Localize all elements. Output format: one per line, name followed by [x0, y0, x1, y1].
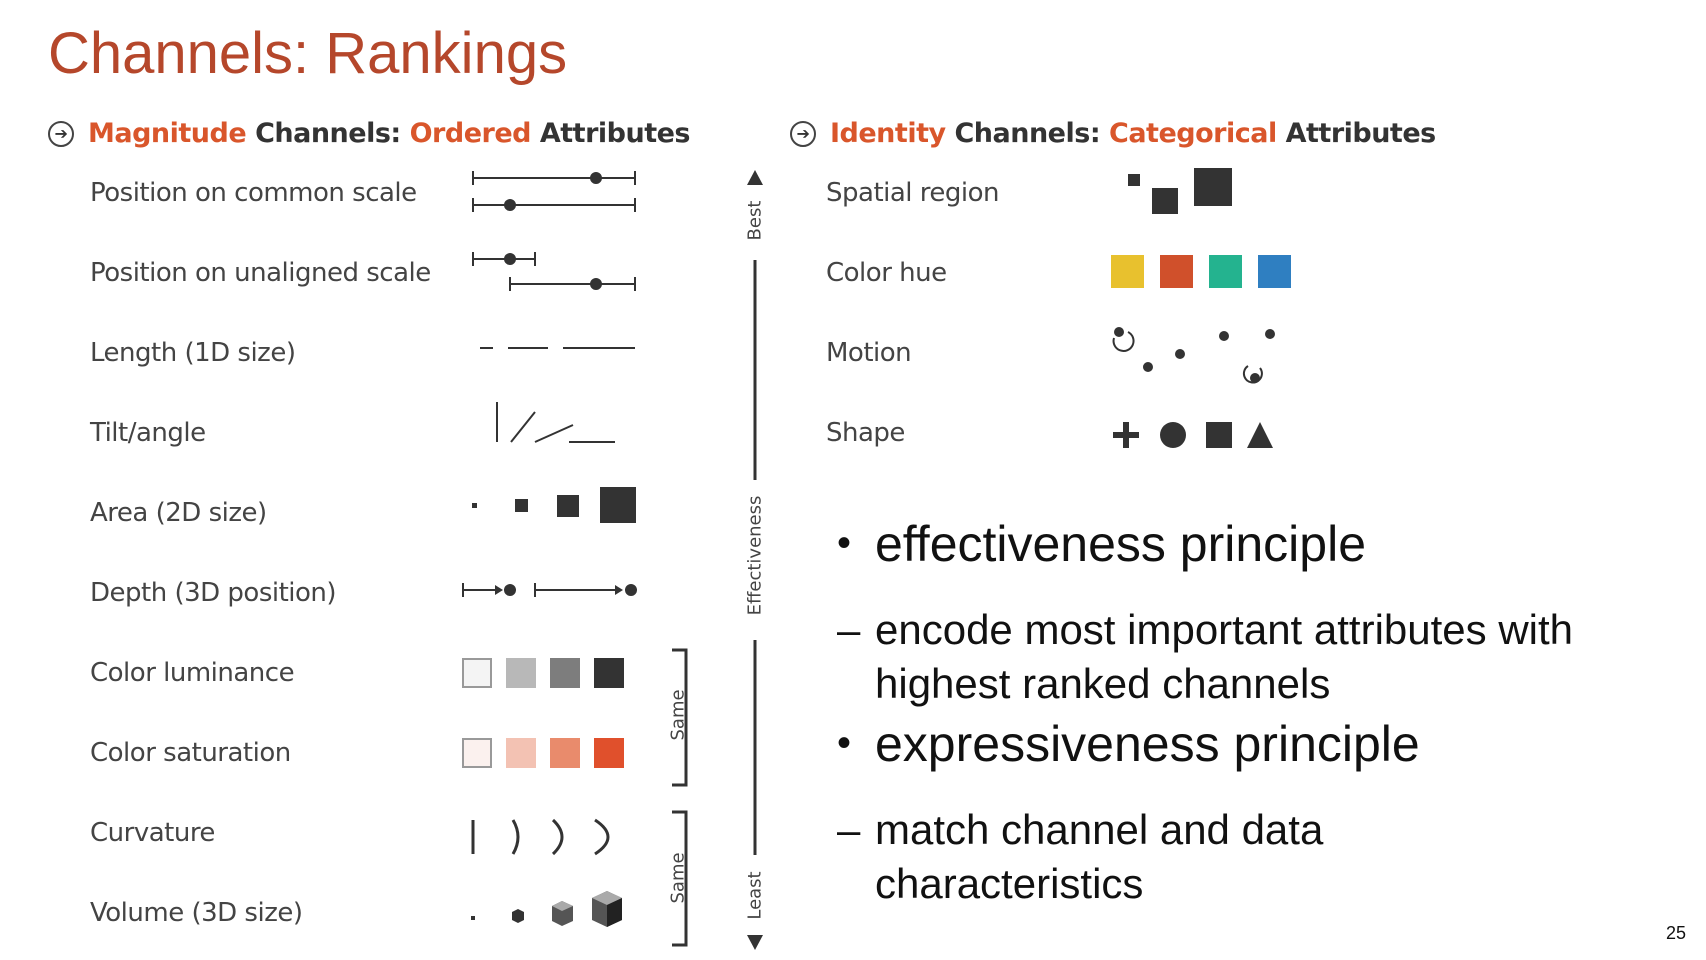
row-label-motion: Motion [826, 338, 912, 368]
bullet-dot: • [837, 521, 852, 565]
row-label-color-hue: Color hue [826, 258, 947, 288]
saturation-swatch [462, 738, 492, 768]
arrow-right-icon: ➔ [48, 120, 74, 147]
depth-glyph [462, 583, 637, 597]
channels-word: Channels: [246, 118, 410, 149]
row-label-spatial-region: Spatial region [826, 178, 1000, 208]
magnitude-heading: ➔ Magnitude Channels: Ordered Attributes [48, 118, 691, 149]
categorical-word: Categorical [1109, 118, 1277, 149]
slide-title: Channels: Rankings [48, 21, 568, 86]
row-label-position-common: Position on common scale [90, 178, 417, 208]
hue-swatch-yellow [1111, 255, 1144, 288]
row-label-volume: Volume (3D size) [90, 898, 303, 928]
same-label-2: Same [667, 852, 689, 904]
row-label-saturation: Color saturation [90, 738, 291, 768]
luminance-swatch [550, 658, 580, 688]
row-label-tilt: Tilt/angle [90, 418, 206, 448]
identity-heading: ➔ Identity Channels: Categorical Attribu… [790, 118, 1436, 149]
curvature-glyph [471, 818, 610, 856]
dash: – [837, 806, 861, 853]
page-number: 25 [1665, 923, 1686, 943]
magnitude-glyphs [462, 171, 637, 927]
row-label-area: Area (2D size) [90, 498, 267, 528]
row-label-luminance: Color luminance [90, 658, 295, 688]
area-glyph [472, 487, 636, 523]
best-label: Best [744, 200, 766, 241]
bullet-expressiveness: • expressiveness principle [837, 715, 1420, 773]
saturation-swatches [462, 738, 624, 768]
ordered-word: Ordered [409, 118, 532, 149]
hue-swatches [1111, 255, 1291, 288]
luminance-swatches [462, 658, 624, 688]
magnitude-word: Magnitude [88, 118, 247, 149]
spatial-region-glyph [1128, 168, 1232, 214]
channels-word: Channels: [945, 118, 1110, 149]
bullet-effectiveness-text: effectiveness principle [875, 516, 1367, 572]
same-label-1: Same [667, 689, 689, 741]
attributes-word: Attributes [1276, 118, 1437, 149]
effectiveness-axis [747, 170, 763, 950]
volume-glyph [471, 891, 622, 927]
least-label: Least [744, 871, 766, 920]
bullet-effectiveness: • effectiveness principle [837, 515, 1367, 573]
tilt-glyph [496, 402, 615, 443]
row-label-curvature: Curvature [90, 818, 215, 848]
arrow-right-icon: ➔ [790, 120, 816, 147]
sub-bullet-expressiveness: – match channel and data characteristics [837, 803, 1435, 911]
hue-swatch-teal [1209, 255, 1242, 288]
saturation-swatch [550, 738, 580, 768]
luminance-swatch [506, 658, 536, 688]
bullet-expressiveness-text: expressiveness principle [875, 716, 1420, 772]
shape-glyph [1113, 422, 1273, 448]
attributes-word: Attributes [530, 118, 691, 149]
saturation-swatch [594, 738, 624, 768]
identity-glyphs [1112, 168, 1275, 448]
luminance-swatch [462, 658, 492, 688]
hue-swatch-blue [1258, 255, 1291, 288]
row-label-depth: Depth (3D position) [90, 578, 337, 608]
hue-swatch-orange [1160, 255, 1193, 288]
position-common-glyph [472, 171, 636, 212]
row-label-length: Length (1D size) [90, 338, 296, 368]
dash: – [837, 606, 861, 653]
identity-word: Identity [830, 118, 946, 149]
row-label-shape: Shape [826, 418, 905, 448]
sub-bullet-effectiveness-text: encode most important attributes with hi… [875, 606, 1574, 707]
motion-glyph [1112, 327, 1275, 384]
sub-bullet-effectiveness: – encode most important attributes with … [837, 603, 1615, 711]
luminance-swatch [594, 658, 624, 688]
bullet-dot: • [837, 721, 852, 765]
saturation-swatch [506, 738, 536, 768]
sub-bullet-expressiveness-text: match channel and data characteristics [875, 806, 1324, 907]
effectiveness-label: Effectiveness [744, 495, 766, 616]
position-unaligned-glyph [472, 252, 636, 291]
same-brackets [672, 648, 688, 947]
row-label-position-unaligned: Position on unaligned scale [90, 258, 431, 288]
